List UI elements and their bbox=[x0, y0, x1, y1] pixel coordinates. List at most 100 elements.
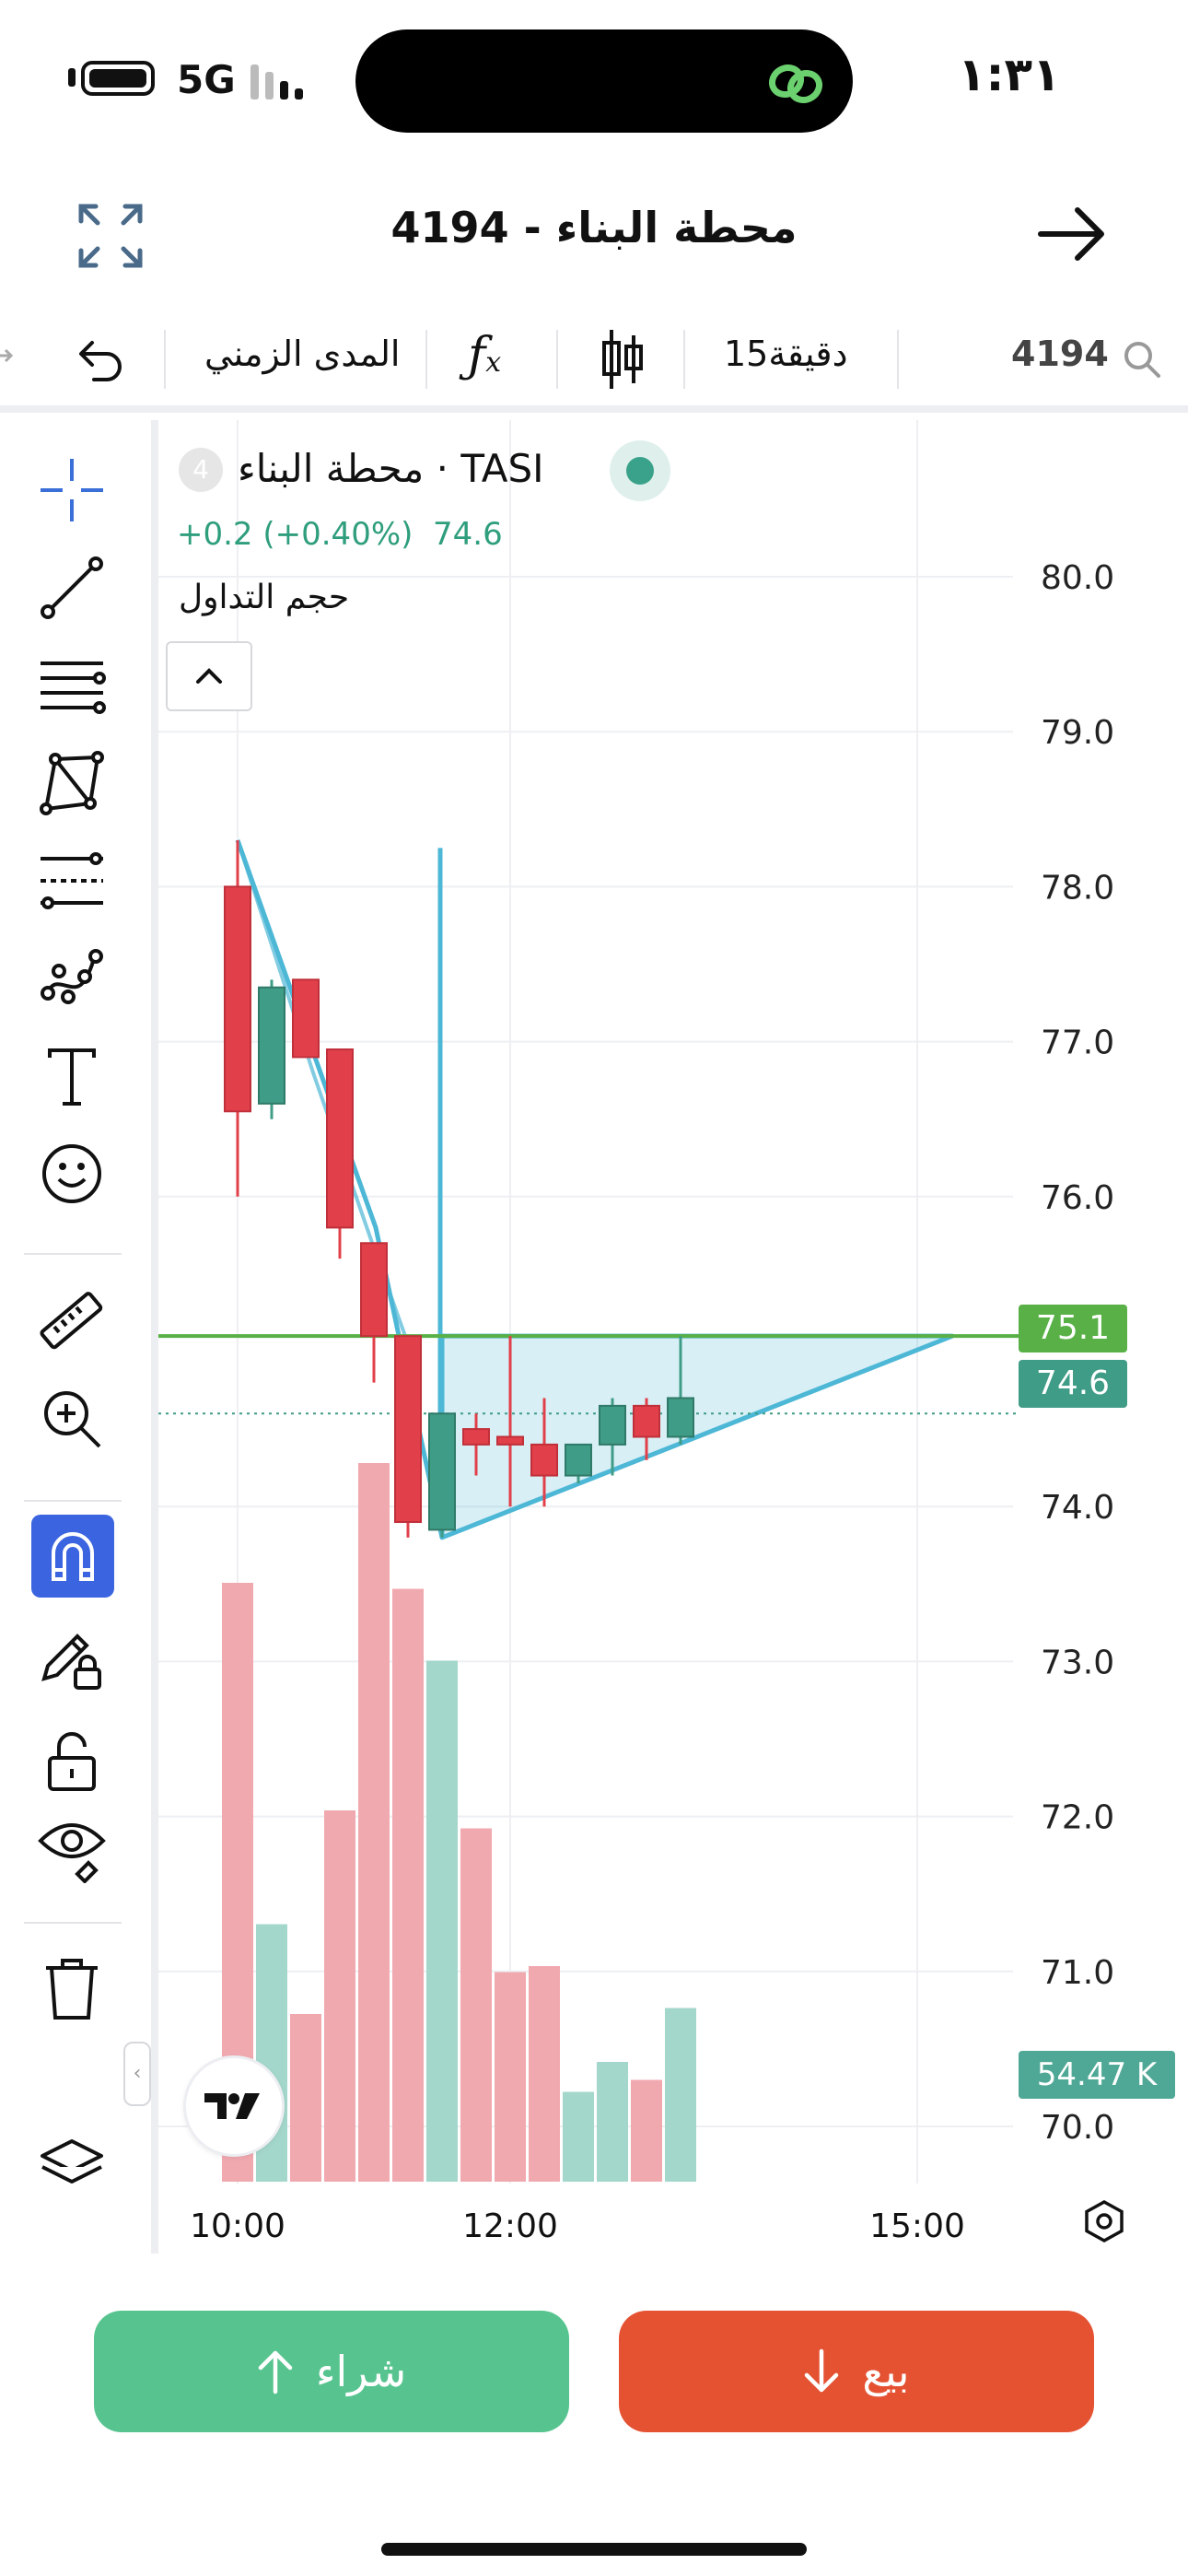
chart-toolbar bbox=[0, 313, 1188, 413]
projection-tool[interactable] bbox=[33, 842, 111, 919]
arrow-up-icon bbox=[258, 2350, 293, 2395]
text-tool[interactable] bbox=[33, 1037, 111, 1115]
sell-button-label: بيع bbox=[862, 2347, 910, 2396]
market-status-dot bbox=[626, 457, 654, 485]
volume-bar bbox=[358, 1463, 390, 2182]
interval-button[interactable]: 15دقيقة bbox=[724, 334, 848, 374]
y-tick-label: 70.0 bbox=[1041, 2109, 1114, 2147]
y-tick-label: 78.0 bbox=[1041, 869, 1114, 907]
last-price-badge: 74.6 bbox=[1019, 1360, 1127, 1408]
ruler-icon bbox=[40, 1292, 103, 1350]
chart-left-border bbox=[151, 420, 158, 2254]
horizontal-lines-icon bbox=[41, 662, 106, 714]
toolbar-divider bbox=[164, 330, 166, 389]
y-tick-label: 79.0 bbox=[1041, 714, 1114, 752]
candle-body bbox=[496, 1435, 524, 1446]
visibility-tool[interactable] bbox=[33, 1809, 111, 1887]
network-type: 5G bbox=[177, 57, 236, 102]
volume-bar bbox=[426, 1660, 458, 2182]
fib-tool[interactable] bbox=[33, 647, 111, 724]
layers-tool[interactable] bbox=[33, 2125, 111, 2202]
text-icon bbox=[48, 1048, 96, 1106]
lock-drawings-tool[interactable] bbox=[33, 1618, 111, 1695]
chart-settings-icon[interactable] bbox=[1081, 2198, 1127, 2244]
candle-body bbox=[633, 1404, 660, 1438]
volume-bar bbox=[392, 1588, 424, 2182]
candle-body bbox=[599, 1404, 626, 1446]
tv-logo-icon bbox=[204, 2093, 260, 2119]
crosshair-tool[interactable] bbox=[33, 451, 111, 529]
undo-icon[interactable] bbox=[74, 334, 125, 385]
toolbar-divider bbox=[897, 330, 899, 389]
home-indicator bbox=[381, 2543, 807, 2556]
scroll-left-icon[interactable] bbox=[0, 346, 15, 365]
sell-button[interactable]: بيع bbox=[619, 2311, 1094, 2432]
volume-bar bbox=[324, 1810, 355, 2182]
search-icon[interactable] bbox=[1122, 339, 1162, 380]
fullscreen-icon[interactable] bbox=[74, 199, 147, 273]
tool-divider bbox=[24, 1500, 122, 1502]
legend-count-badge: 4 bbox=[179, 448, 223, 492]
crosshair-icon bbox=[41, 459, 103, 521]
link-icon bbox=[768, 64, 823, 104]
y-tick-label: 72.0 bbox=[1041, 1799, 1114, 1837]
candle-body bbox=[394, 1335, 422, 1524]
smiley-icon bbox=[42, 1144, 101, 1203]
legend-price-change: +0.2 (+0.40%) 74.6 bbox=[177, 516, 503, 553]
brush-tool[interactable] bbox=[33, 940, 111, 1017]
price-chart[interactable]: 80.0 79.0 78.0 77.0 76.0 74.0 73.0 72.0 71.0 70.0… bbox=[158, 420, 1188, 2254]
emoji-tool[interactable] bbox=[33, 1135, 111, 1212]
battery-icon bbox=[81, 61, 155, 96]
volume-indicator-label: حجم التداول bbox=[179, 579, 350, 616]
x-tick-label: 15:00 bbox=[869, 2207, 965, 2245]
candle-body bbox=[428, 1412, 456, 1531]
tool-divider bbox=[24, 1253, 122, 1255]
y-tick-label: 73.0 bbox=[1041, 1644, 1114, 1681]
candle-body bbox=[224, 885, 251, 1113]
measure-tool[interactable] bbox=[33, 1282, 111, 1360]
legend-change-value: +0.2 (+0.40%) bbox=[177, 516, 413, 553]
volume-value-badge: 54.47 K bbox=[1019, 2051, 1175, 2099]
node-curve-icon bbox=[41, 949, 103, 1004]
legend-last-price: 74.6 bbox=[433, 516, 503, 553]
status-time: ١:٣١ bbox=[958, 48, 1061, 101]
trend-line-tool[interactable] bbox=[33, 549, 111, 626]
volume-bar bbox=[495, 1972, 526, 2182]
volume-bar bbox=[529, 1966, 560, 2182]
volume-bar bbox=[597, 2062, 628, 2182]
y-tick-label: 80.0 bbox=[1041, 559, 1114, 597]
arrow-right-icon[interactable] bbox=[1035, 197, 1109, 271]
volume-bar bbox=[563, 2091, 594, 2182]
y-tick-label: 71.0 bbox=[1041, 1954, 1114, 1992]
volume-bar bbox=[665, 2008, 696, 2182]
zoom-tool[interactable] bbox=[33, 1380, 111, 1458]
projection-icon bbox=[41, 852, 103, 909]
tool-divider bbox=[24, 1922, 122, 1924]
x-tick-label: 10:00 bbox=[190, 2207, 285, 2245]
magnet-button[interactable] bbox=[31, 1515, 114, 1598]
candle-body bbox=[565, 1443, 592, 1477]
unlock-icon bbox=[48, 1732, 96, 1791]
toolbar-divider bbox=[683, 330, 685, 389]
collapse-legend-button[interactable] bbox=[166, 641, 252, 711]
delete-tool[interactable] bbox=[33, 1950, 111, 2027]
lock-tool[interactable] bbox=[33, 1721, 111, 1798]
arrow-down-icon bbox=[805, 2348, 839, 2393]
symbol-search-text[interactable]: 4194 bbox=[1011, 334, 1109, 374]
indicators-icon[interactable]: ƒx bbox=[468, 328, 502, 383]
toolbar-divider bbox=[425, 330, 427, 389]
magnet-icon bbox=[52, 1532, 94, 1581]
pattern-tool[interactable] bbox=[33, 744, 111, 822]
layers-icon bbox=[41, 2139, 103, 2184]
toolbar-divider bbox=[556, 330, 558, 389]
panel-handle-chevron-left-icon[interactable]: ‹ bbox=[123, 2042, 151, 2106]
candle-body bbox=[360, 1242, 388, 1338]
y-tick-label: 77.0 bbox=[1041, 1025, 1114, 1062]
trash-icon bbox=[46, 1959, 98, 2020]
time-range-button[interactable]: المدى الزمني bbox=[204, 334, 401, 374]
candle-body bbox=[462, 1428, 490, 1446]
buy-button-label: شراء bbox=[315, 2347, 407, 2396]
tradingview-logo[interactable] bbox=[186, 2058, 282, 2154]
buy-button[interactable]: شراء bbox=[94, 2311, 569, 2432]
candlestick-type-icon[interactable] bbox=[597, 326, 648, 392]
